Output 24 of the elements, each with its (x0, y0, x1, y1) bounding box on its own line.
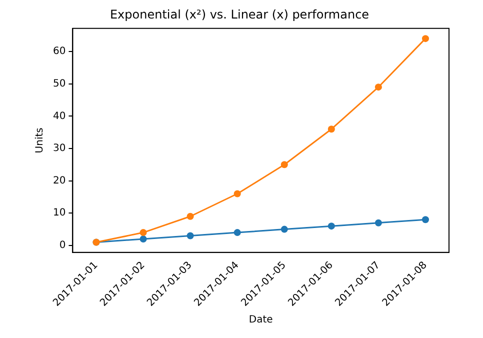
point (374, 84, 382, 91)
y-tick-label: 20 (52, 175, 66, 186)
point (422, 35, 429, 42)
point (328, 222, 335, 230)
chart-title: Exponential (x²) vs. Linear (x) performance (110, 7, 370, 22)
point (422, 216, 429, 224)
y-tick-label: 0 (59, 240, 66, 252)
point (186, 232, 194, 240)
point (234, 190, 241, 198)
point (140, 236, 147, 243)
point (374, 219, 382, 226)
y-tick-label: 60 (52, 46, 66, 58)
y-tick-label: 50 (52, 78, 66, 90)
point (186, 212, 194, 220)
y-tick-label: 10 (52, 208, 66, 219)
point (328, 126, 335, 133)
point (140, 229, 147, 236)
y-tick-label: 40 (52, 110, 66, 122)
point (280, 226, 288, 233)
point (280, 161, 288, 168)
point (234, 229, 241, 236)
y-axis-title: Units (34, 128, 46, 154)
y-tick-label: 30 (52, 143, 66, 154)
x-axis-title: Date (248, 314, 273, 326)
